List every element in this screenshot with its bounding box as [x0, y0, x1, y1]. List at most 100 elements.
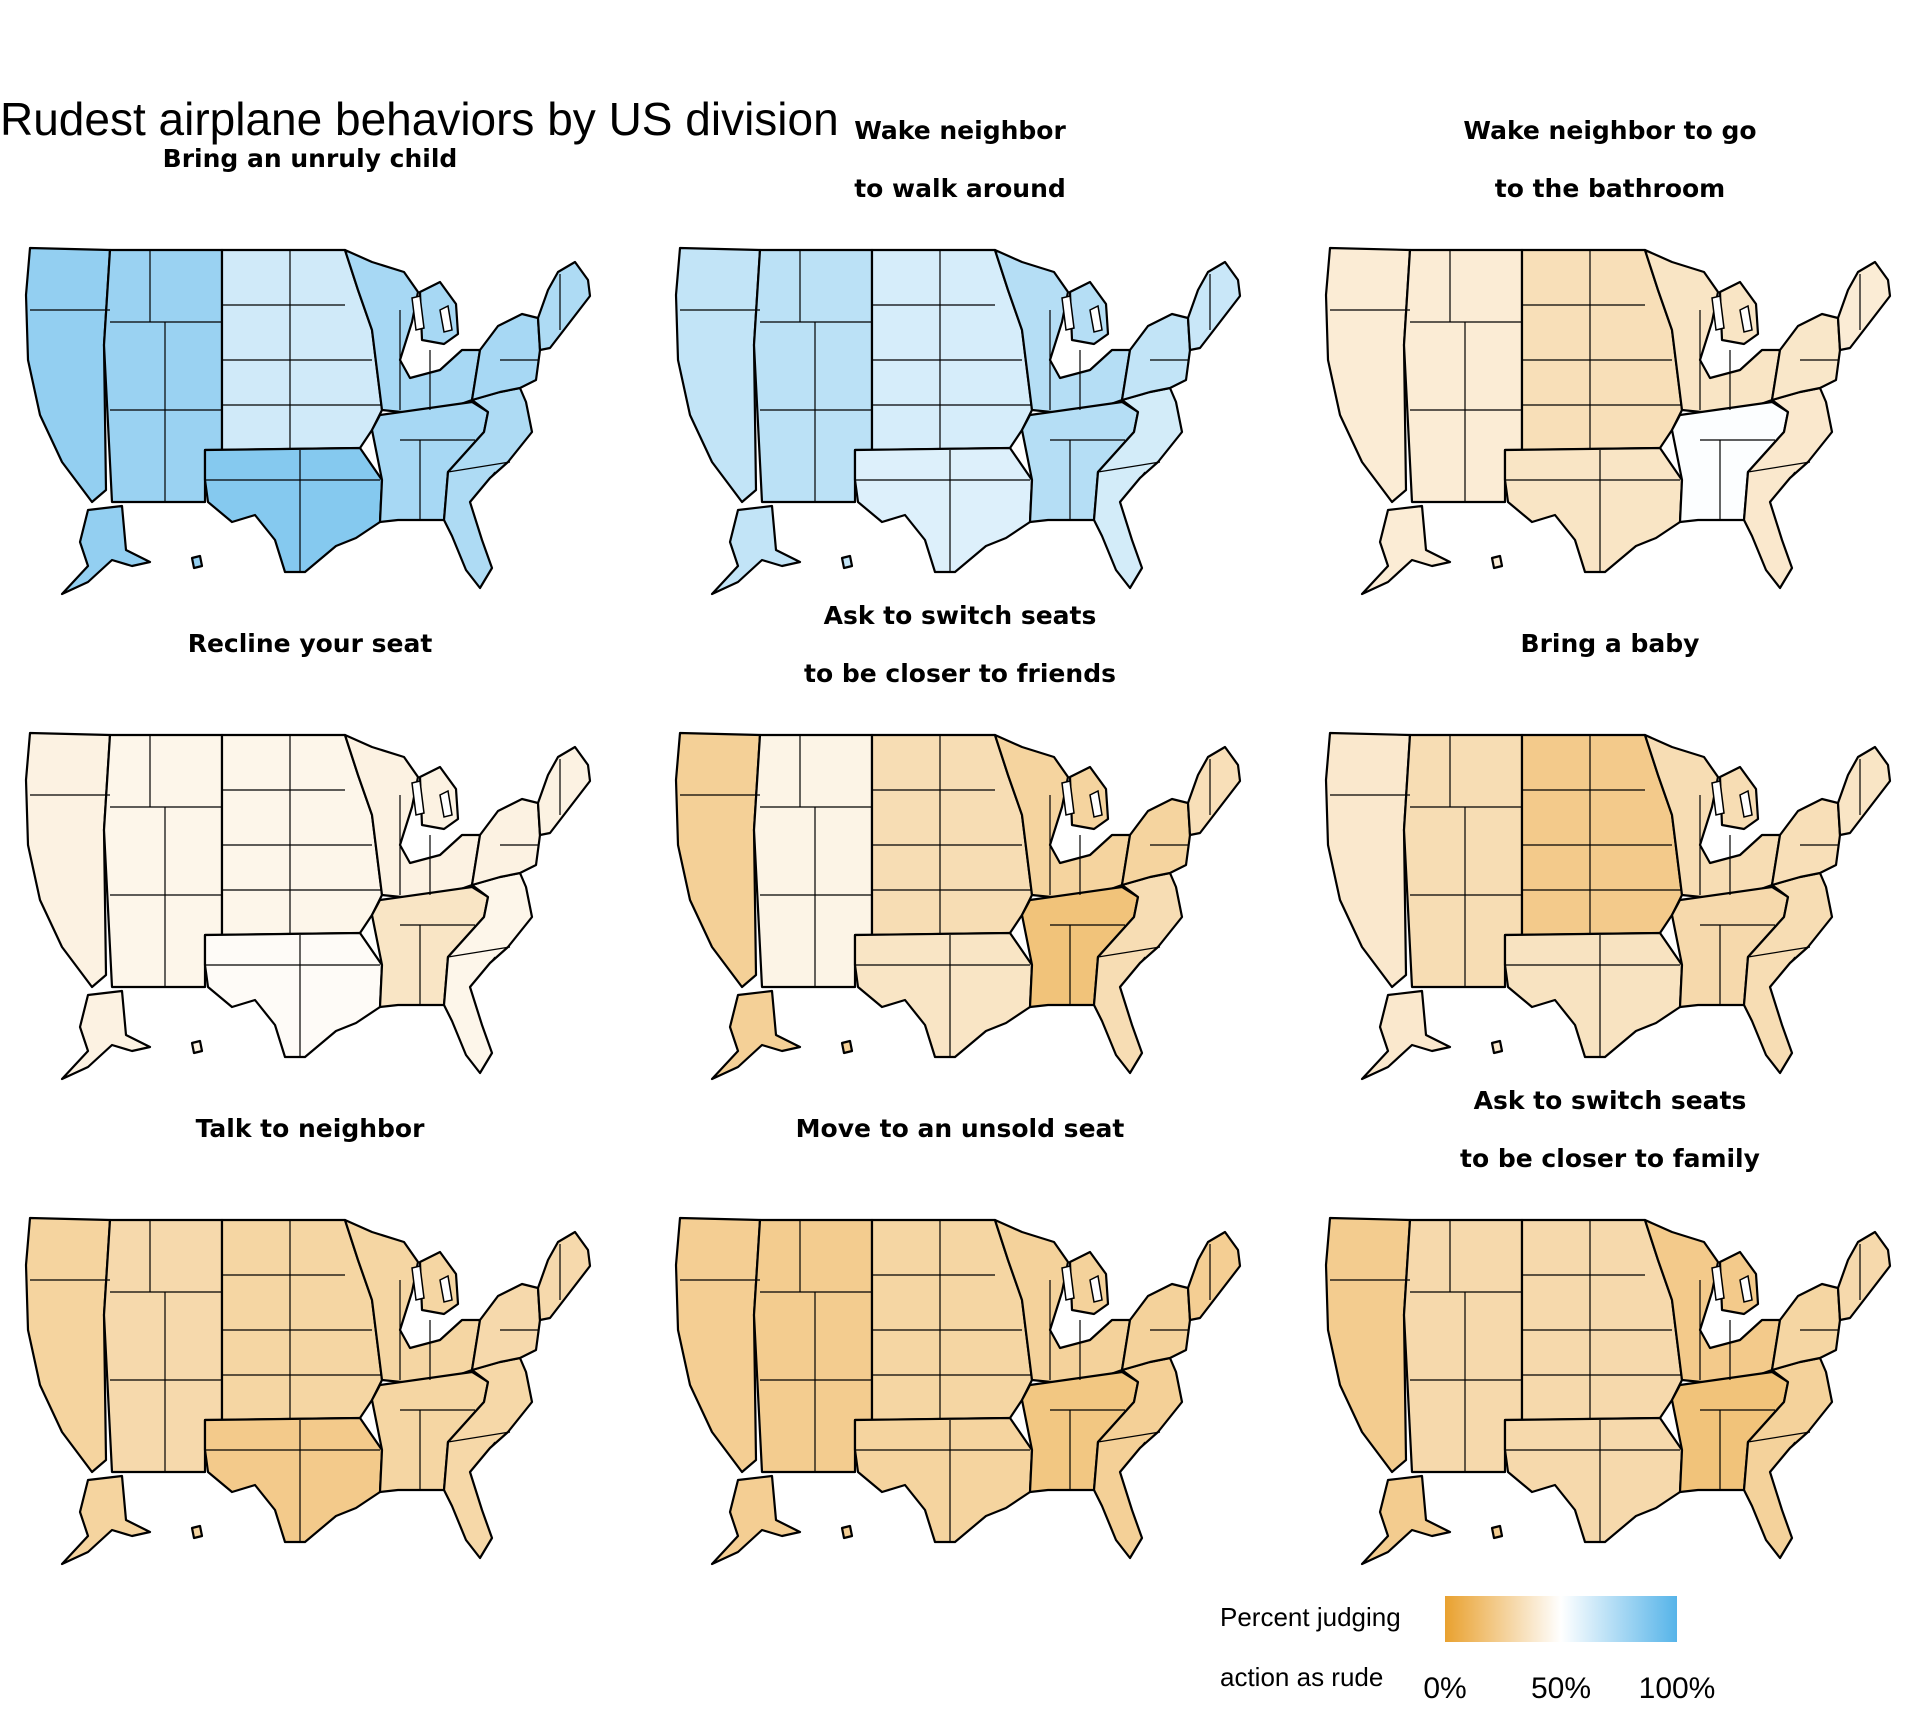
- division-west-south-central: [1503, 931, 1684, 1059]
- alaska-shape: [60, 504, 152, 596]
- lake-shape: [1711, 780, 1725, 816]
- lake-shape: [439, 1274, 453, 1303]
- division-middle-atlantic: [470, 797, 542, 887]
- division-middle-atlantic: [1770, 312, 1842, 402]
- division-pacific: [24, 1216, 112, 1474]
- lake-shape: [1739, 304, 1753, 333]
- hawaii-shape: [840, 1524, 854, 1540]
- state-border-line: [447, 461, 511, 473]
- division-pacific: [1324, 731, 1412, 989]
- hawaii-shape: [190, 554, 204, 570]
- division-south-atlantic: [1742, 1356, 1834, 1560]
- panel-title-line: Ask to switch seats: [823, 601, 1097, 630]
- alaska-shape: [60, 1474, 152, 1566]
- division-west-south-central: [853, 931, 1034, 1059]
- division-middle-atlantic: [1120, 1282, 1192, 1372]
- division-east-north-central: [418, 765, 460, 831]
- panel-title: Recline your seat: [0, 615, 620, 673]
- division-middle-atlantic: [470, 1282, 542, 1372]
- division-east-north-central: [993, 733, 1132, 902]
- legend-label-line1: Percent judging: [1220, 1602, 1401, 1632]
- division-east-north-central: [343, 248, 482, 417]
- panel-title: Talk to neighbor: [0, 1100, 620, 1158]
- panel-title-line: Wake neighbor to go: [1463, 116, 1757, 145]
- legend-tick: 100%: [1638, 1672, 1716, 1705]
- division-middle-atlantic: [470, 312, 542, 402]
- state-border-line: [1119, 471, 1146, 503]
- division-new-england: [1186, 1230, 1242, 1322]
- us-map: [1324, 246, 1892, 596]
- division-east-north-central: [1718, 280, 1760, 346]
- division-pacific: [1324, 1216, 1412, 1474]
- lake-shape: [411, 780, 425, 816]
- map-panel: Talk to neighbor: [0, 1100, 620, 1570]
- state-border-line: [1769, 1441, 1796, 1473]
- state-border-line: [1097, 946, 1161, 958]
- lake-shape: [1711, 1265, 1725, 1301]
- division-south-atlantic: [1742, 386, 1834, 590]
- lake-shape: [439, 304, 453, 333]
- us-map: [24, 246, 592, 596]
- panel-title: Wake neighbor to go to the bathroom: [1300, 102, 1920, 218]
- panel-title: Ask to switch seats to be closer to frie…: [650, 587, 1270, 703]
- division-south-atlantic: [442, 386, 534, 590]
- state-border-line: [447, 1431, 511, 1443]
- division-south-atlantic: [442, 871, 534, 1075]
- color-legend: Percent judging action as rude 0% 50% 10…: [1220, 1596, 1780, 1716]
- division-pacific: [674, 731, 762, 989]
- division-new-england: [536, 1230, 592, 1322]
- division-west-south-central: [853, 446, 1034, 574]
- us-map: [674, 731, 1242, 1081]
- state-border-line: [1747, 461, 1811, 473]
- us-map: [674, 1216, 1242, 1566]
- state-border-line: [1119, 1441, 1146, 1473]
- chart-title: Rudest airplane behaviors by US division: [0, 93, 839, 145]
- panel-title: Ask to switch seats to be closer to fami…: [1300, 1072, 1920, 1188]
- map-panel: Bring a baby: [1300, 615, 1920, 1085]
- panel-title-line: Ask to switch seats: [1473, 1086, 1747, 1115]
- alaska-shape: [710, 989, 802, 1081]
- division-pacific: [1324, 246, 1412, 504]
- hawaii-shape: [1490, 554, 1504, 570]
- legend-gradient-bar: [1445, 1596, 1677, 1642]
- division-east-north-central: [418, 1250, 460, 1316]
- division-pacific: [24, 246, 112, 504]
- lake-shape: [1089, 789, 1103, 818]
- division-new-england: [1836, 1230, 1892, 1322]
- panel-title: Move to an unsold seat: [650, 1100, 1270, 1158]
- division-east-north-central: [343, 733, 482, 902]
- hawaii-shape: [1490, 1524, 1504, 1540]
- hawaii-shape: [840, 554, 854, 570]
- division-pacific: [24, 731, 112, 989]
- map-panel: Wake neighbor to walk around: [650, 116, 1270, 600]
- lake-shape: [1061, 780, 1075, 816]
- alaska-shape: [710, 1474, 802, 1566]
- us-map: [24, 1216, 592, 1566]
- state-border-line: [1119, 956, 1146, 988]
- alaska-shape: [1360, 504, 1452, 596]
- hawaii-shape: [190, 1524, 204, 1540]
- map-panel: Move to an unsold seat: [650, 1100, 1270, 1570]
- us-map: [24, 731, 592, 1081]
- panel-title-line: to be closer to family: [1460, 1144, 1760, 1173]
- us-map: [1324, 731, 1892, 1081]
- panel-title: Bring a baby: [1300, 615, 1920, 673]
- state-border-line: [469, 1441, 496, 1473]
- state-border-line: [1097, 461, 1161, 473]
- division-south-atlantic: [1092, 1356, 1184, 1560]
- map-panel: Ask to switch seats to be closer to frie…: [650, 601, 1270, 1085]
- us-map: [674, 246, 1242, 596]
- division-south-atlantic: [1092, 871, 1184, 1075]
- state-border-line: [469, 956, 496, 988]
- division-east-north-central: [1643, 248, 1782, 417]
- division-west-south-central: [203, 931, 384, 1059]
- alaska-shape: [1360, 989, 1452, 1081]
- division-new-england: [1186, 260, 1242, 352]
- division-south-atlantic: [1092, 386, 1184, 590]
- division-west-south-central: [1503, 446, 1684, 574]
- panel-title-line: Bring an unruly child: [162, 144, 458, 173]
- lake-shape: [1739, 1274, 1753, 1303]
- division-new-england: [1836, 260, 1892, 352]
- alaska-shape: [60, 989, 152, 1081]
- panel-title-line: Wake neighbor: [854, 116, 1066, 145]
